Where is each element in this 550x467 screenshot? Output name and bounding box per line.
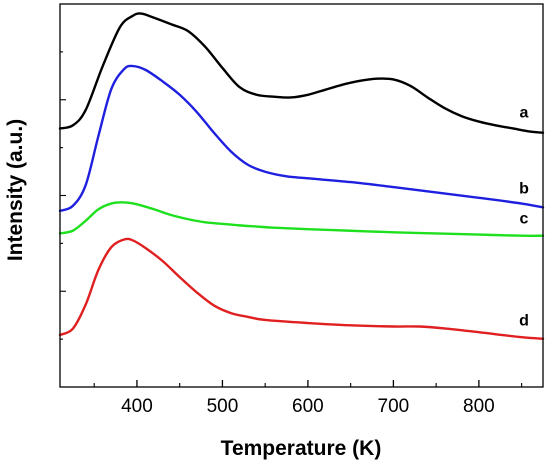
x-tick-label: 400 <box>121 396 153 417</box>
series-label-c: c <box>520 211 529 228</box>
x-tick-label: 500 <box>207 396 239 417</box>
y-axis-ticks <box>60 51 66 340</box>
series-label-a: a <box>520 105 529 122</box>
series-line-d <box>58 237 545 340</box>
x-tick-label: 800 <box>463 396 495 417</box>
x-axis-ticks: 400 500 600 700 800 <box>93 380 523 417</box>
curves <box>58 12 545 340</box>
x-axis-title: Temperature (K) <box>221 437 382 460</box>
series-line-b <box>58 64 545 213</box>
series-labels: a bc d <box>519 105 529 330</box>
x-tick-label: 700 <box>378 396 410 417</box>
series-label-b: b <box>519 180 529 197</box>
plot-frame <box>59 3 544 388</box>
series-label-d: d <box>519 313 529 330</box>
x-tick-label: 600 <box>292 396 324 417</box>
series-line-a <box>58 12 545 134</box>
series-line-c <box>58 201 545 238</box>
y-axis-title: Intensity (a.u.) <box>4 119 27 261</box>
